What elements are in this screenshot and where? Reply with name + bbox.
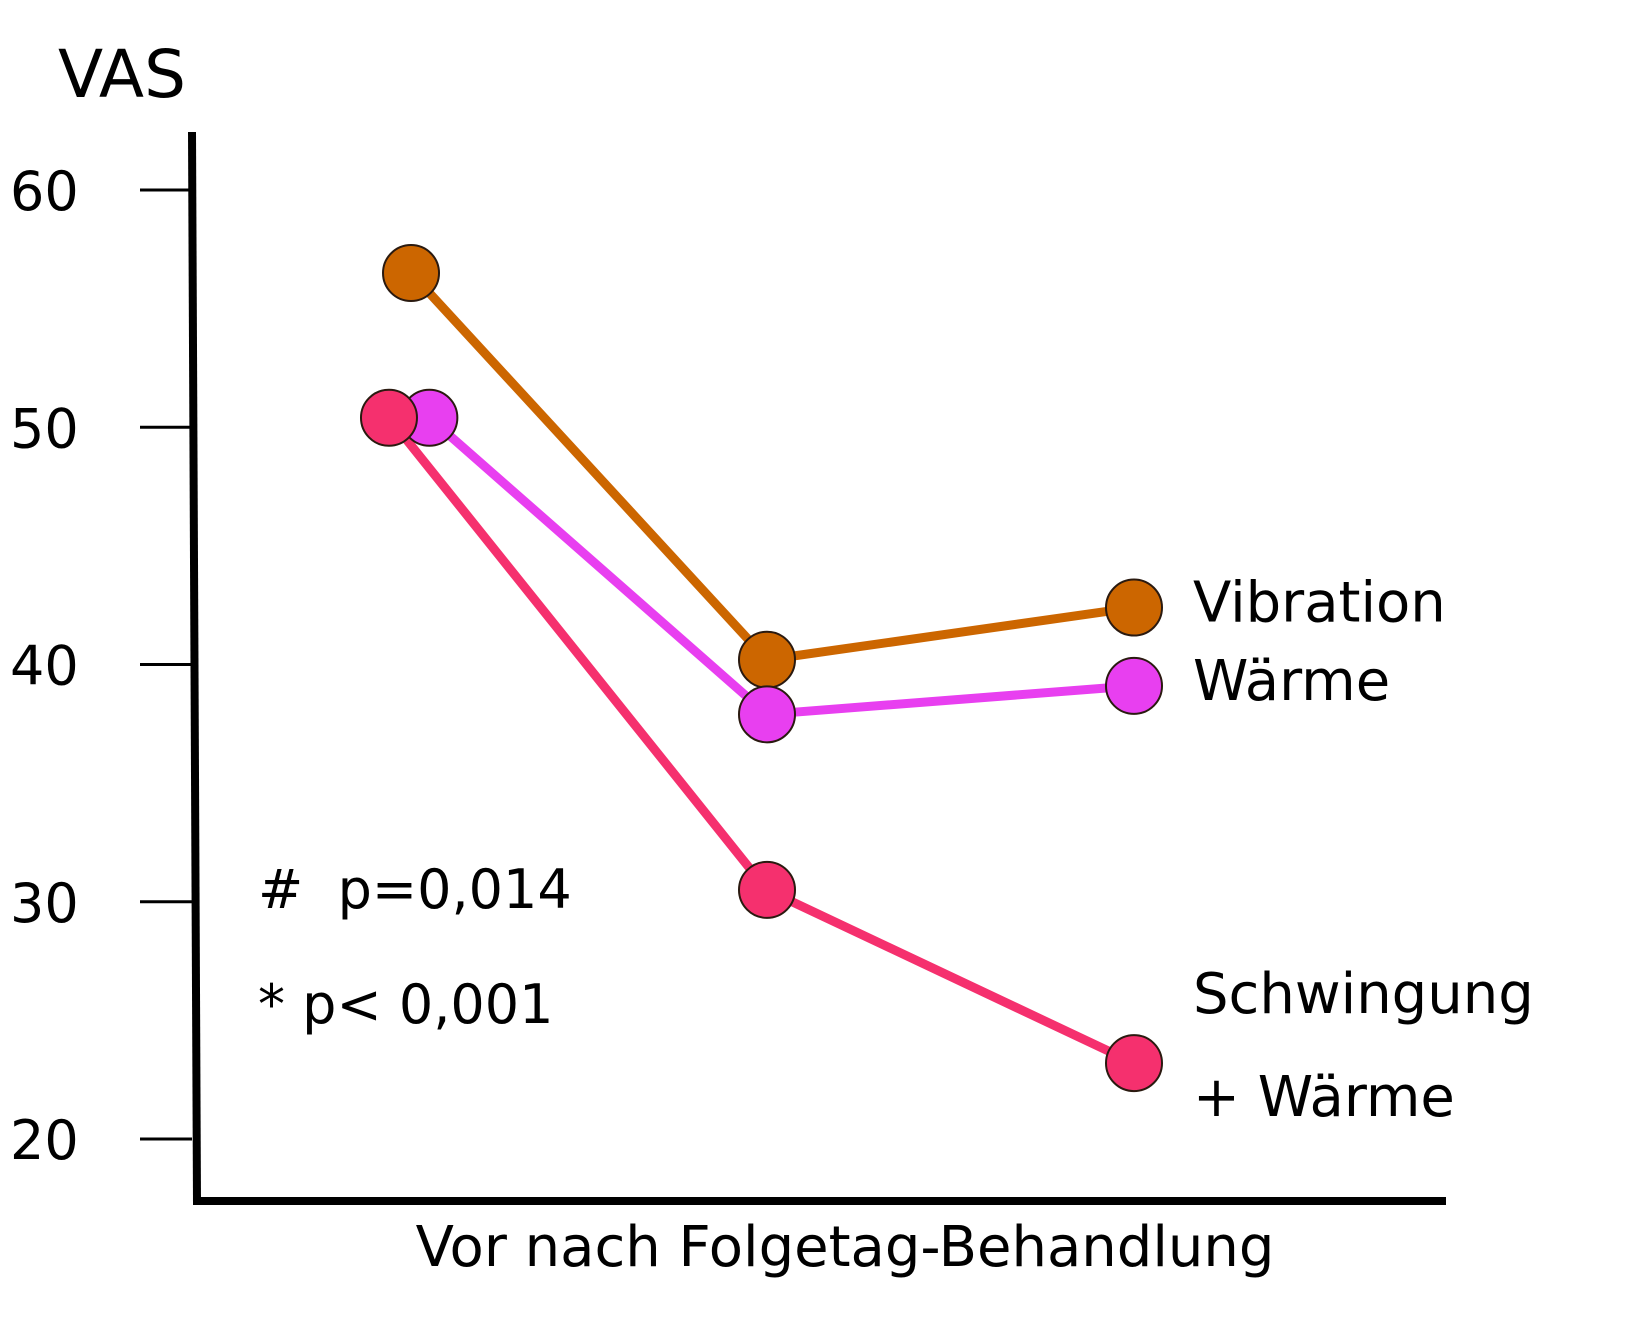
data-point — [1105, 578, 1163, 637]
data-point — [738, 860, 796, 919]
series-line — [407, 269, 1135, 665]
data-point — [1105, 1034, 1163, 1093]
x-axis-title: Vor nach Folgetag-Behandlung — [416, 1215, 1275, 1280]
y-ticks: 60 50 40 30 20 — [10, 160, 192, 1172]
data-point — [1105, 656, 1163, 715]
series-labels: Vibration Wärme Schwingung + Wärme — [1193, 571, 1534, 1131]
data-point — [359, 388, 418, 447]
y-axis-line — [188, 131, 201, 1205]
annotation-star: * p< 0,001 — [258, 973, 553, 1036]
y-tick-label: 30 — [10, 872, 79, 935]
data-point — [738, 630, 796, 689]
series-label: Vibration — [1193, 571, 1446, 636]
annotation-hash: # p=0,014 — [258, 858, 572, 921]
series-label: Schwingung — [1193, 962, 1534, 1027]
y-tick-label: 60 — [10, 160, 79, 223]
y-tick-label: 20 — [10, 1109, 79, 1172]
series-points — [359, 244, 1163, 1093]
y-tick-label: 40 — [10, 635, 79, 698]
data-point — [738, 685, 796, 744]
series-label: Wärme — [1193, 649, 1390, 714]
y-axis-title: VAS — [58, 36, 186, 113]
data-point — [382, 244, 441, 303]
series-label: + Wärme — [1193, 1065, 1455, 1130]
y-tick-label: 50 — [10, 397, 79, 460]
